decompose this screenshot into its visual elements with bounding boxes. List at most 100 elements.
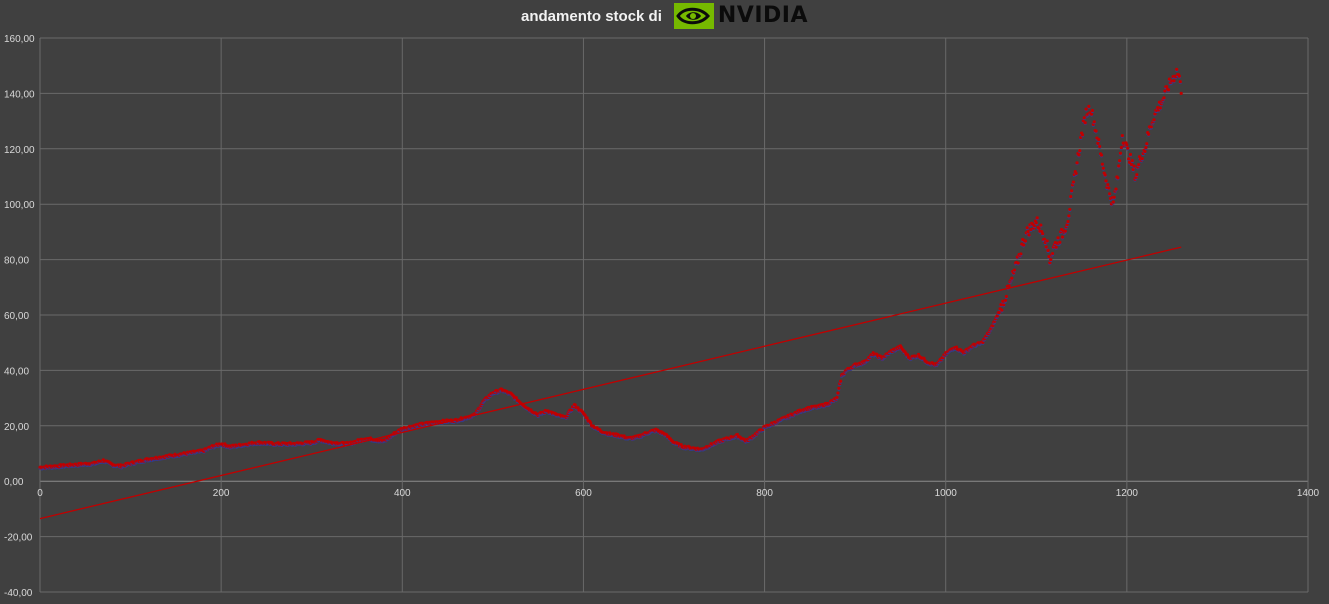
data-point: [1063, 229, 1067, 233]
data-point: [1137, 155, 1142, 159]
data-point: [1083, 121, 1087, 125]
x-tick-label: 600: [575, 488, 592, 499]
data-point: [589, 421, 593, 425]
data-point: [1132, 164, 1136, 168]
data-point: [1156, 106, 1160, 110]
data-point: [1050, 251, 1055, 256]
chart-title-bar: andamento stock di NVIDIA: [0, 0, 1329, 32]
data-point: [1041, 232, 1045, 236]
x-tick-label: 800: [756, 488, 773, 499]
data-point: [1179, 91, 1183, 95]
data-point: [1099, 153, 1104, 157]
data-point: [1002, 303, 1006, 307]
data-point: [1145, 142, 1149, 146]
data-point: [1103, 173, 1107, 177]
y-tick-label: 60,00: [4, 311, 29, 322]
data-point: [837, 386, 841, 390]
data-point: [1007, 284, 1011, 288]
data-point: [1023, 239, 1028, 243]
data-point: [1107, 186, 1111, 190]
data-point: [1129, 162, 1133, 167]
data-point: [835, 395, 839, 400]
data-point: [1163, 89, 1167, 93]
data-point: [1118, 159, 1122, 163]
data-point: [1149, 125, 1153, 129]
data-point: [1140, 157, 1144, 161]
data-points: [38, 67, 1183, 471]
data-point: [583, 413, 587, 418]
data-point: [1054, 245, 1058, 249]
data-point: [1130, 159, 1134, 163]
data-point: [1143, 149, 1147, 154]
data-point: [585, 416, 589, 420]
data-point: [1016, 261, 1020, 265]
y-axis-ticks: 160,00 140,00 120,00 100,00 80,00 60,00 40,00 2…: [4, 34, 35, 599]
data-point: [1146, 132, 1151, 136]
data-point: [1004, 294, 1008, 299]
data-point: [1097, 137, 1101, 142]
data-point: [1032, 224, 1037, 228]
data-point: [1165, 85, 1169, 89]
data-point: [1135, 173, 1139, 177]
data-point: [1144, 145, 1148, 150]
data-point: [573, 403, 577, 407]
data-point: [999, 303, 1003, 307]
data-point: [1101, 166, 1105, 170]
data-point: [1126, 146, 1130, 150]
nvidia-logo-text: NVIDIA: [717, 3, 808, 28]
data-point: [1029, 227, 1033, 232]
data-point: [1177, 74, 1181, 78]
y-tick-label: 140,00: [4, 89, 35, 100]
data-point: [1098, 144, 1102, 149]
data-point: [1158, 106, 1162, 110]
data-point: [1096, 141, 1100, 145]
data-point: [1070, 189, 1074, 193]
data-point: [1068, 207, 1072, 212]
data-point: [1027, 233, 1031, 237]
x-tick-label: 400: [394, 488, 411, 499]
data-point: [1092, 120, 1096, 124]
x-tick-label: 1000: [935, 488, 958, 499]
data-point: [997, 310, 1001, 315]
data-point: [1087, 104, 1091, 108]
data-point: [906, 353, 910, 357]
data-point: [1153, 112, 1157, 116]
data-point: [1060, 235, 1065, 239]
data-point: [1049, 258, 1053, 262]
trendline-group: [39, 246, 1182, 520]
data-point: [1058, 240, 1062, 244]
data-point: [1019, 252, 1023, 256]
data-point: [1162, 96, 1166, 100]
chart-grid: [39, 37, 1309, 593]
data-point: [1089, 112, 1094, 116]
data-point: [1074, 171, 1078, 176]
data-point: [1047, 255, 1051, 259]
data-point: [1131, 167, 1135, 172]
data-point: [1125, 143, 1129, 147]
data-point: [1066, 220, 1070, 224]
data-point: [1026, 230, 1030, 234]
data-point: [1082, 116, 1086, 120]
data-point: [1012, 268, 1017, 272]
data-point: [1112, 195, 1116, 199]
trendline: [39, 246, 1182, 520]
data-point: [1077, 153, 1081, 157]
data-point: [1075, 161, 1079, 165]
x-tick-label: 0: [37, 488, 43, 499]
data-point: [1025, 226, 1029, 230]
data-point: [1090, 108, 1095, 113]
nvidia-logo: NVIDIA: [673, 3, 808, 29]
data-point: [1078, 149, 1082, 153]
data-point: [1035, 216, 1039, 220]
data-point: [1152, 118, 1156, 122]
y-tick-label: 100,00: [4, 200, 35, 211]
data-point: [514, 396, 519, 400]
data-point: [1118, 151, 1123, 155]
data-point: [735, 432, 740, 437]
y-tick-label: 160,00: [4, 34, 35, 45]
data-point: [1106, 183, 1110, 187]
data-point: [1037, 226, 1041, 230]
data-point: [1067, 214, 1071, 218]
nvidia-eye-icon: [673, 3, 714, 29]
data-point: [1000, 308, 1004, 312]
